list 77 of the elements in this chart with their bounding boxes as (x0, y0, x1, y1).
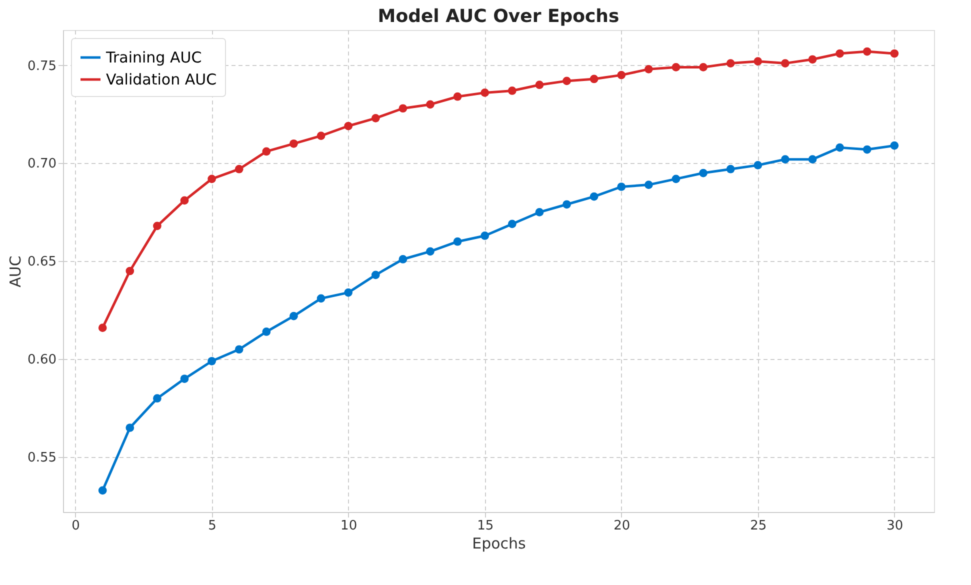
point (426, 247, 434, 256)
point (344, 122, 353, 130)
point (808, 55, 817, 64)
point (371, 270, 380, 280)
point (836, 143, 844, 152)
legend-label: Training AUC (105, 48, 202, 66)
point (208, 356, 216, 366)
y-tick-label: 0.65 (28, 254, 56, 270)
chart-title: Model AUC Over Epochs (378, 6, 620, 27)
point (180, 374, 189, 383)
point (590, 192, 598, 201)
point (344, 288, 353, 297)
x-tick-label: 20 (614, 518, 630, 534)
point (754, 57, 762, 66)
point (508, 220, 516, 228)
x-tick-label: 10 (340, 518, 358, 534)
point (208, 174, 216, 184)
point (290, 139, 298, 148)
point (862, 145, 872, 154)
point (453, 92, 462, 101)
y-tick-label: 0.60 (28, 352, 56, 368)
point (234, 164, 244, 174)
point (262, 147, 271, 156)
point (562, 200, 571, 209)
point (316, 132, 326, 140)
legend-label: Validation AUC (106, 70, 217, 88)
x-tick-label: 5 (208, 518, 216, 534)
point (180, 196, 189, 205)
point (480, 232, 490, 240)
point (262, 328, 271, 336)
point (808, 155, 817, 164)
point (508, 86, 516, 95)
point (699, 63, 708, 72)
y-tick-label: 0.75 (28, 58, 56, 74)
point (316, 294, 326, 303)
point (672, 174, 680, 184)
point (480, 88, 490, 97)
point (644, 65, 653, 74)
point (398, 104, 408, 113)
point (126, 266, 134, 276)
point (453, 237, 462, 246)
point (781, 59, 790, 68)
point (290, 312, 298, 320)
point (699, 168, 708, 178)
point (562, 76, 571, 86)
point (781, 155, 790, 164)
x-tick-label: 25 (750, 518, 767, 534)
x-tick-label: 15 (477, 518, 494, 534)
point (153, 222, 162, 230)
point (98, 324, 107, 332)
point (535, 208, 544, 216)
y-axis-title: AUC (6, 256, 25, 288)
point (426, 100, 434, 109)
point (836, 49, 844, 58)
point (398, 255, 408, 264)
point (726, 164, 735, 174)
point (126, 424, 134, 432)
point (98, 486, 107, 495)
point (590, 74, 598, 84)
point (617, 70, 626, 80)
point (535, 80, 544, 90)
x-axis-title: Epochs (472, 534, 526, 552)
point (754, 161, 762, 170)
point (371, 114, 380, 122)
point (890, 49, 899, 58)
y-tick-label: 0.70 (28, 156, 56, 172)
point (890, 141, 899, 150)
point (153, 394, 162, 403)
point (672, 63, 680, 72)
point (726, 59, 735, 68)
point (617, 182, 626, 191)
x-tick-label: 0 (72, 518, 80, 534)
point (862, 47, 872, 56)
y-tick-label: 0.55 (28, 450, 56, 466)
point (234, 345, 244, 354)
x-tick-label: 30 (886, 518, 904, 534)
point (644, 180, 653, 189)
